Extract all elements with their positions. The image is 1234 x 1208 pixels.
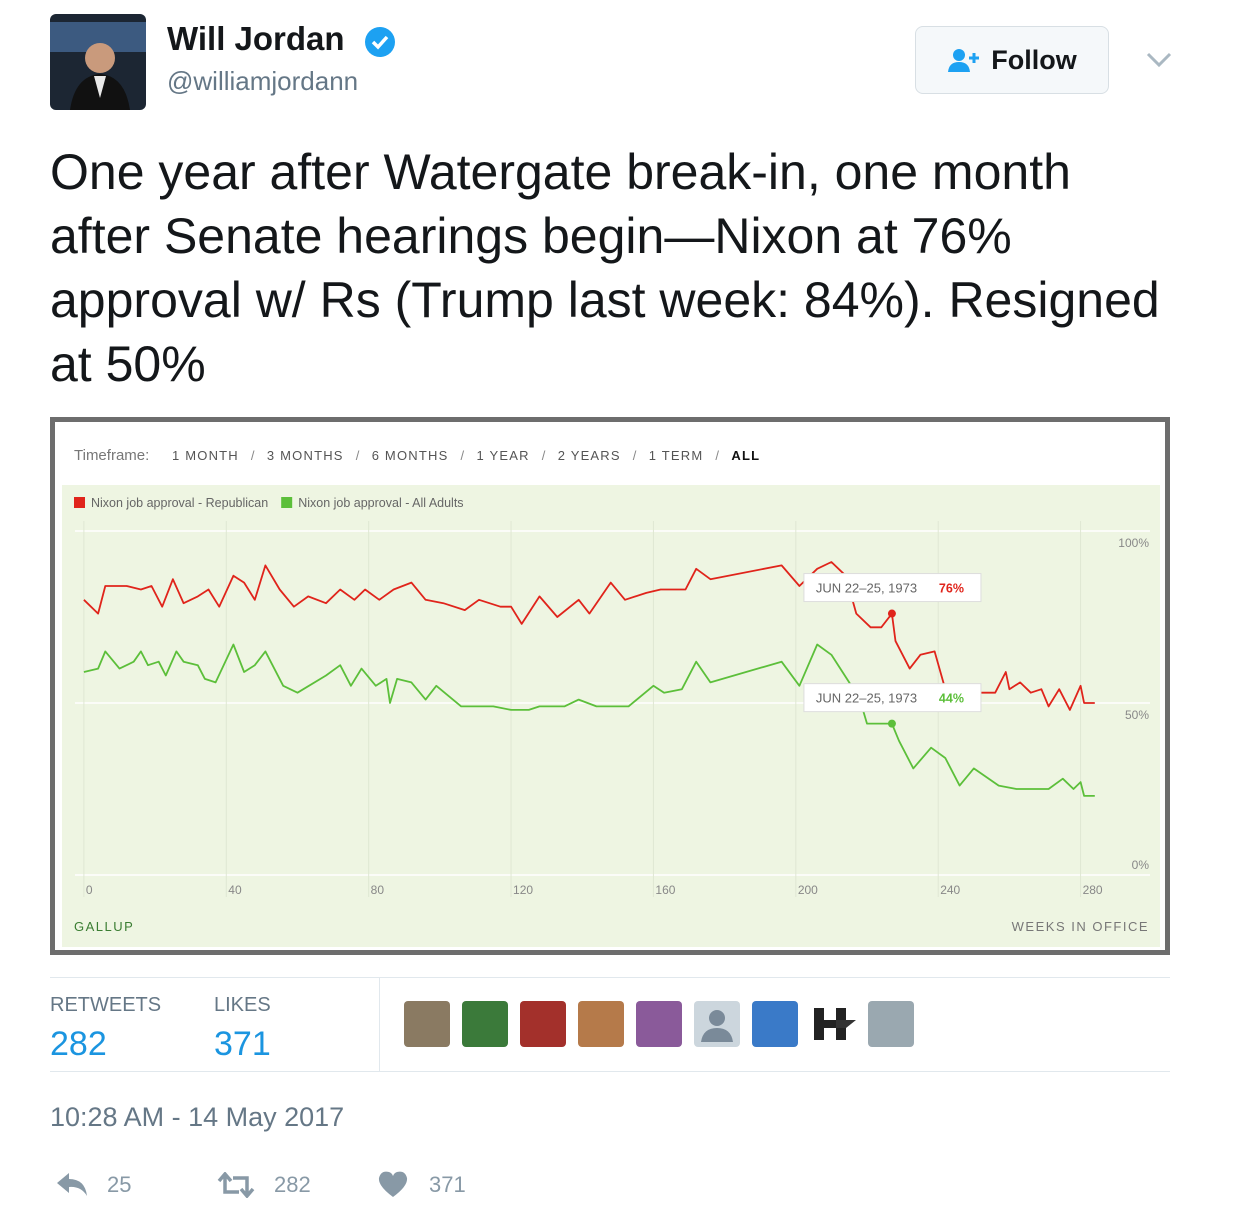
timeframe-option[interactable]: 1 MONTH bbox=[172, 448, 239, 463]
separator bbox=[50, 977, 1170, 978]
y-tick-label: 0% bbox=[1132, 858, 1150, 872]
timeframe-separator: / bbox=[542, 448, 546, 463]
timeframe-option[interactable]: ALL bbox=[731, 448, 760, 463]
divider bbox=[379, 977, 380, 1072]
legend-label: Nixon job approval - All Adults bbox=[298, 496, 463, 510]
x-tick-label: 200 bbox=[798, 883, 818, 897]
tooltip-value: 44% bbox=[939, 692, 964, 706]
like-icon[interactable] bbox=[377, 1170, 409, 1198]
x-tick-label: 280 bbox=[1083, 883, 1103, 897]
timeframe-label: Timeframe: bbox=[74, 447, 149, 464]
x-tick-label: 80 bbox=[371, 883, 385, 897]
retweet-icon[interactable] bbox=[215, 1172, 257, 1198]
timeframe-separator: / bbox=[633, 448, 637, 463]
liker-avatar[interactable] bbox=[636, 1001, 682, 1047]
tweet-text: One year after Watergate break-in, one m… bbox=[50, 144, 1160, 392]
retweet-count[interactable]: 282 bbox=[274, 1172, 311, 1197]
timeframe-option[interactable]: 3 MONTHS bbox=[267, 448, 344, 463]
likes-label[interactable]: LIKES bbox=[214, 994, 271, 1016]
liker-avatar[interactable] bbox=[578, 1001, 624, 1047]
timeframe-separator: / bbox=[251, 448, 255, 463]
user-name[interactable]: Will Jordan bbox=[167, 20, 345, 57]
separator bbox=[50, 1071, 1170, 1072]
retweets-label[interactable]: RETWEETS bbox=[50, 994, 162, 1016]
legend-label: Nixon job approval - Republican bbox=[91, 496, 268, 510]
tooltip-date: JUN 22–25, 1973 bbox=[816, 691, 917, 706]
timeframe-separator: / bbox=[460, 448, 464, 463]
timeframe-option[interactable]: 6 MONTHS bbox=[372, 448, 449, 463]
tooltip-date: JUN 22–25, 1973 bbox=[816, 581, 917, 596]
likes-count[interactable]: 371 bbox=[214, 1025, 271, 1063]
chart-source: GALLUP bbox=[74, 919, 134, 934]
plot-background bbox=[62, 485, 1160, 947]
tooltip-box bbox=[803, 573, 982, 603]
legend-swatch bbox=[281, 497, 293, 508]
more-chevron[interactable] bbox=[1145, 50, 1173, 70]
tooltip-value: 76% bbox=[939, 582, 964, 596]
tooltip-box bbox=[803, 683, 982, 713]
timeframe-option[interactable]: 1 YEAR bbox=[476, 448, 529, 463]
follow-label: Follow bbox=[991, 44, 1077, 75]
x-tick-label: 160 bbox=[655, 883, 675, 897]
user-handle[interactable]: @williamjordann bbox=[167, 66, 359, 96]
follow-icon bbox=[948, 49, 980, 72]
verified-badge bbox=[365, 27, 395, 57]
liker-avatar[interactable] bbox=[752, 1001, 798, 1047]
retweets-count[interactable]: 282 bbox=[50, 1025, 107, 1063]
x-tick-label: 40 bbox=[228, 883, 242, 897]
liker-avatars bbox=[404, 1001, 914, 1047]
follow-button[interactable]: Follow bbox=[915, 26, 1109, 94]
liker-avatar[interactable] bbox=[868, 1001, 914, 1047]
x-tick-label: 240 bbox=[940, 883, 960, 897]
reply-count[interactable]: 25 bbox=[107, 1172, 132, 1197]
liker-avatar[interactable] bbox=[520, 1001, 566, 1047]
reply-icon[interactable] bbox=[55, 1170, 89, 1198]
x-axis-label: WEEKS IN OFFICE bbox=[1012, 919, 1149, 934]
y-tick-label: 50% bbox=[1125, 708, 1149, 722]
x-tick-label: 0 bbox=[86, 883, 93, 897]
like-count[interactable]: 371 bbox=[429, 1172, 466, 1197]
liker-avatar[interactable] bbox=[462, 1001, 508, 1047]
timeframe-option[interactable]: 1 TERM bbox=[649, 448, 704, 463]
y-tick-label: 100% bbox=[1118, 536, 1149, 550]
tooltip-point bbox=[887, 609, 896, 618]
legend-swatch bbox=[74, 497, 85, 508]
x-tick-label: 120 bbox=[513, 883, 533, 897]
timestamp[interactable]: 10:28 AM - 14 May 2017 bbox=[50, 1102, 345, 1132]
timeframe-separator: / bbox=[715, 448, 719, 463]
avatar[interactable] bbox=[50, 14, 146, 110]
tooltip-point bbox=[887, 719, 896, 728]
timeframe-separator: / bbox=[356, 448, 360, 463]
series-line bbox=[83, 643, 1095, 797]
chart: Timeframe: 1 MONTH / 3 MONTHS / 6 MONTHS / 1 YE… bbox=[50, 417, 1170, 955]
liker-avatar[interactable] bbox=[404, 1001, 450, 1047]
timeframe-option[interactable]: 2 YEARS bbox=[558, 448, 621, 463]
